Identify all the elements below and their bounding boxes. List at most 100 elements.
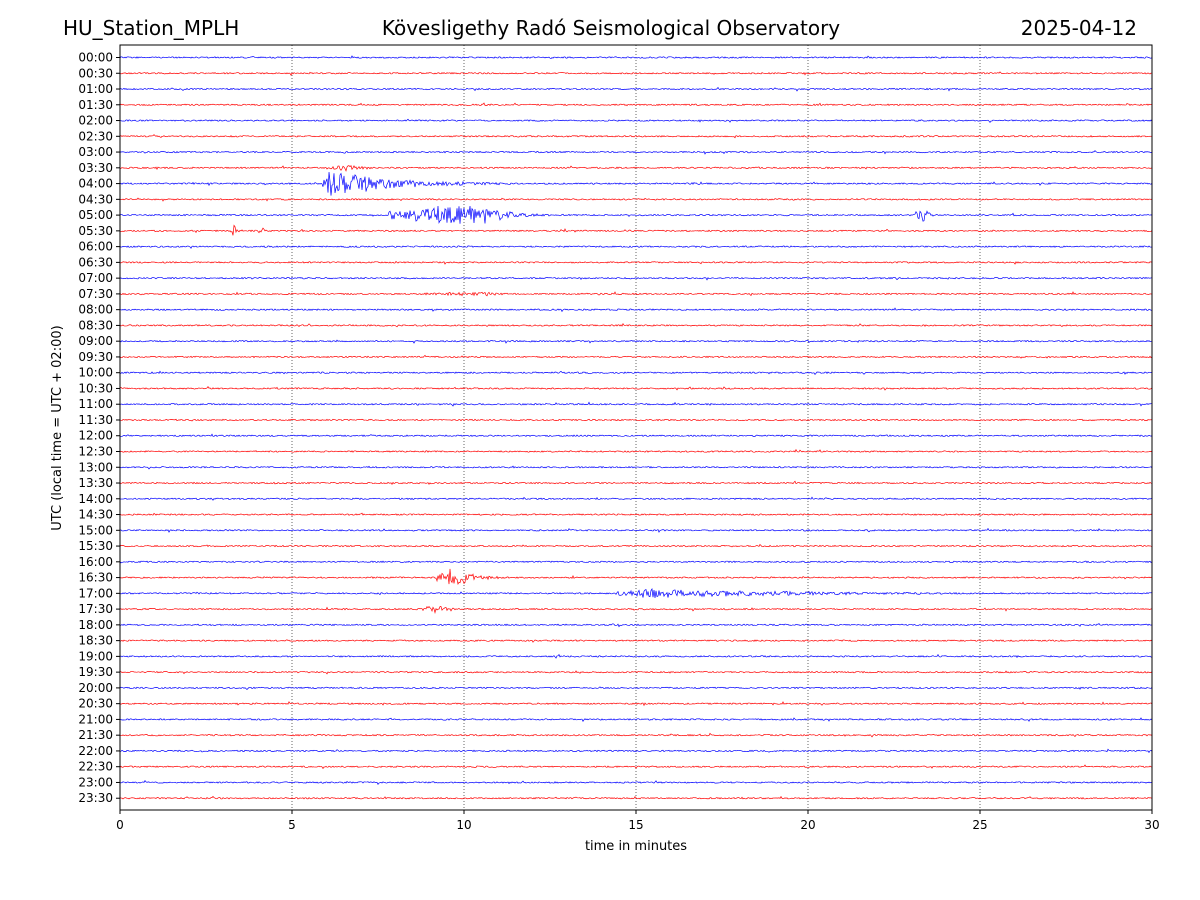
y-tick-label-15: 07:30	[78, 287, 113, 301]
trace-1630	[119, 568, 1153, 586]
y-tick-label-26: 13:00	[78, 460, 113, 474]
x-axis-label: time in minutes	[585, 839, 687, 854]
trace-1130	[119, 418, 1153, 422]
y-tick-label-43: 21:30	[78, 728, 113, 742]
seismic-traces	[119, 55, 1153, 800]
y-tick-label-5: 02:30	[78, 129, 113, 143]
y-tick-label-7: 03:30	[78, 161, 113, 175]
trace-0930	[119, 354, 1153, 359]
y-tick-label-29: 14:30	[78, 508, 113, 522]
trace-1000	[119, 370, 1153, 376]
trace-0400	[119, 172, 1153, 196]
y-tick-label-47: 23:30	[78, 791, 113, 805]
y-tick-label-22: 11:00	[78, 397, 113, 411]
trace-0330	[119, 165, 1153, 172]
y-tick-label-31: 15:30	[78, 539, 113, 553]
trace-1430	[119, 512, 1153, 517]
trace-0730	[119, 291, 1153, 297]
x-tick-label-3: 15	[628, 818, 643, 832]
y-tick-label-24: 12:00	[78, 429, 113, 443]
y-tick-label-33: 16:30	[78, 571, 113, 585]
y-tick-label-11: 05:30	[78, 224, 113, 238]
vertical-gridlines	[291, 45, 981, 810]
y-tick-label-41: 20:30	[78, 697, 113, 711]
trace-1730	[119, 605, 1153, 615]
y-tick-label-45: 22:30	[78, 760, 113, 774]
trace-0600	[119, 245, 1153, 249]
trace-2200	[119, 748, 1153, 754]
x-tick-label-6: 30	[1144, 818, 1159, 832]
trace-2030	[119, 701, 1153, 707]
trace-0300	[119, 150, 1153, 155]
y-tick-label-44: 22:00	[78, 744, 113, 758]
y-tick-label-42: 21:00	[78, 712, 113, 726]
y-tick-label-13: 06:30	[78, 255, 113, 269]
trace-1100	[119, 401, 1153, 407]
trace-1930	[119, 670, 1153, 675]
trace-1500	[119, 527, 1153, 533]
trace-0000	[119, 55, 1153, 59]
y-tick-label-10: 05:00	[78, 208, 113, 222]
date-label: 2025-04-12	[1021, 16, 1137, 40]
y-tick-label-17: 08:30	[78, 318, 113, 332]
y-tick-label-34: 17:00	[78, 586, 113, 600]
y-tick-label-20: 10:00	[78, 366, 113, 380]
y-tick-label-9: 04:30	[78, 192, 113, 206]
y-tick-label-27: 13:30	[78, 476, 113, 490]
trace-1400	[119, 496, 1153, 501]
trace-2000	[119, 686, 1153, 690]
trace-1700	[119, 588, 1153, 599]
y-tick-label-14: 07:00	[78, 271, 113, 285]
y-tick-label-37: 18:30	[78, 634, 113, 648]
y-tick-label-4: 02:00	[78, 114, 113, 128]
y-tick-label-28: 14:00	[78, 492, 113, 506]
trace-1530	[119, 543, 1153, 548]
y-tick-label-1: 00:30	[78, 66, 113, 80]
trace-0530	[119, 224, 1153, 236]
y-tick-label-38: 19:00	[78, 649, 113, 663]
trace-0700	[119, 276, 1153, 281]
y-tick-label-30: 15:00	[78, 523, 113, 537]
trace-2330	[119, 795, 1153, 800]
y-tick-label-19: 09:30	[78, 350, 113, 364]
trace-0800	[119, 307, 1153, 313]
y-tick-label-18: 09:00	[78, 334, 113, 348]
y-axis-label: UTC (local time = UTC + 02:00)	[50, 325, 65, 530]
y-tick-label-2: 01:00	[78, 82, 113, 96]
trace-0130	[119, 102, 1153, 107]
y-tick-label-21: 10:30	[78, 381, 113, 395]
trace-1330	[119, 480, 1153, 485]
y-tick-label-3: 01:30	[78, 98, 113, 112]
trace-0100	[119, 86, 1153, 92]
chart-title: Kövesligethy Radó Seismological Observat…	[382, 16, 840, 40]
trace-2100	[119, 717, 1153, 722]
y-tick-label-32: 16:00	[78, 555, 113, 569]
x-tick-label-2: 10	[456, 818, 471, 832]
trace-2130	[119, 732, 1153, 738]
x-tick-label-5: 25	[972, 818, 987, 832]
trace-0900	[119, 339, 1153, 344]
trace-0430	[119, 197, 1153, 202]
y-tick-label-35: 17:30	[78, 602, 113, 616]
y-tick-label-12: 06:00	[78, 240, 113, 254]
trace-0030	[119, 71, 1153, 76]
trace-1030	[119, 386, 1153, 391]
x-tick-label-1: 5	[288, 818, 296, 832]
trace-0200	[119, 118, 1153, 124]
trace-2300	[119, 780, 1153, 785]
y-tick-label-40: 20:00	[78, 681, 113, 695]
trace-1200	[119, 433, 1153, 438]
trace-2230	[119, 764, 1153, 770]
trace-0830	[119, 322, 1153, 328]
x-axis-ticks: 0 5 10 15 20 25 30	[116, 810, 1160, 832]
y-tick-label-0: 00:00	[78, 51, 113, 65]
trace-0500	[119, 205, 1153, 224]
y-tick-label-46: 23:00	[78, 775, 113, 789]
y-tick-label-39: 19:30	[78, 665, 113, 679]
x-tick-label-0: 0	[116, 818, 124, 832]
trace-1230	[119, 448, 1153, 453]
trace-1600	[119, 560, 1153, 564]
y-tick-label-8: 04:00	[78, 177, 113, 191]
